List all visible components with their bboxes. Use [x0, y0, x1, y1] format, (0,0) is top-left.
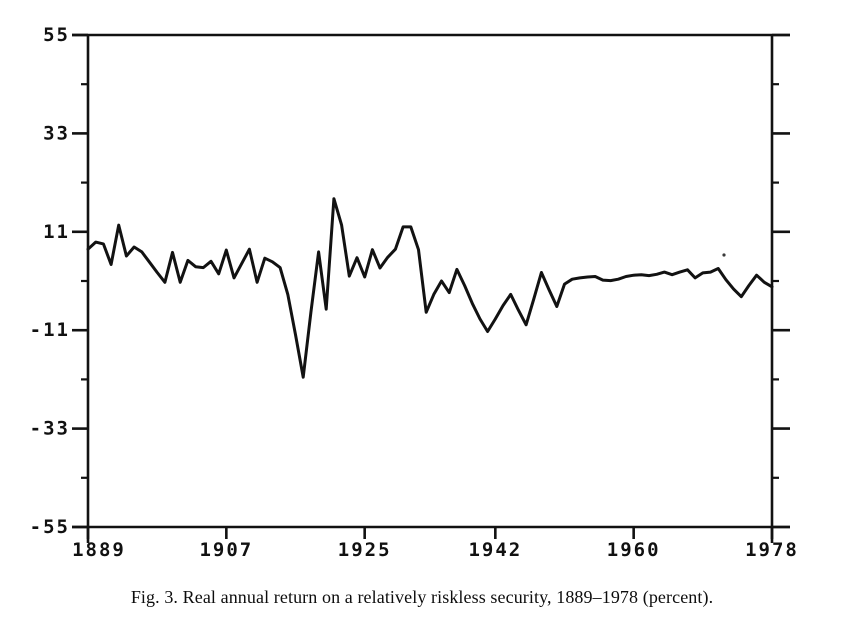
print-speck: [722, 253, 726, 257]
y-axis-tick-label: -11: [30, 319, 70, 341]
data-line-riskless-return: [86, 197, 774, 379]
x-axis-tick-label: 1960: [607, 539, 661, 561]
y-axis-tick-label: -33: [30, 418, 70, 440]
x-axis-tick-label: 1925: [338, 539, 392, 561]
y-axis-tick-label: 11: [43, 221, 70, 243]
x-axis-tick-label: 1978: [745, 539, 799, 561]
y-axis-tick-label: 55: [43, 24, 70, 46]
x-axis-tick-label: 1907: [199, 539, 253, 561]
figure-caption: Fig. 3. Real annual return on a relative…: [130, 587, 714, 607]
x-axis-tick-label: 1889: [72, 539, 126, 561]
y-axis-tick-label: -55: [30, 516, 70, 538]
x-axis-tick-label: 1942: [468, 539, 522, 561]
y-axis-tick-label: 33: [43, 122, 70, 144]
